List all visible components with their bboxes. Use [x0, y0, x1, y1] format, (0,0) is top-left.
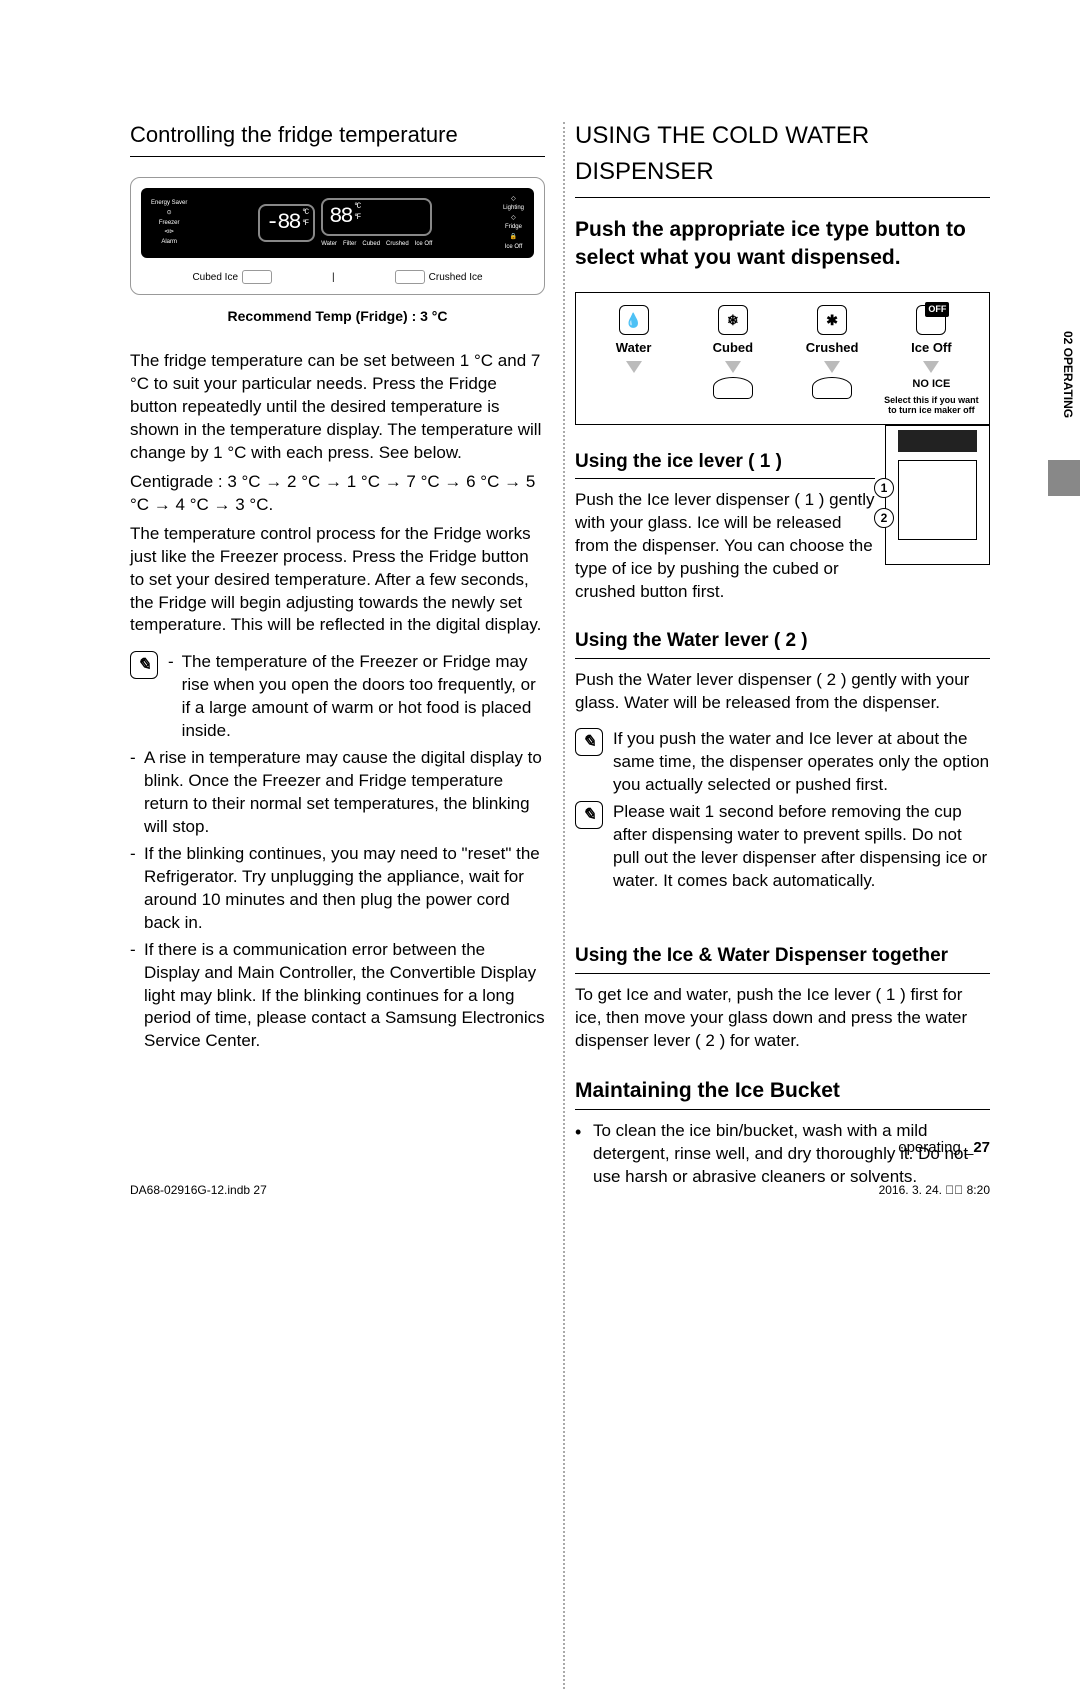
- ice-water-together-text: To get Ice and water, push the Ice lever…: [575, 984, 990, 1053]
- note-icon: ✎: [575, 801, 603, 829]
- left-note1: The temperature of the Freezer or Fridge…: [182, 651, 545, 743]
- panel-fridge-label: Fridge: [505, 224, 522, 231]
- panel-iceoff-label: Ice Off: [505, 244, 523, 251]
- disp-cubed-label: Cubed: [713, 339, 753, 357]
- page-number: operating _27: [898, 1138, 990, 1158]
- ice-cups-icon: [812, 377, 852, 399]
- left-p2: Centigrade : 3 °C → 2 °C → 1 °C → 7 °C →…: [130, 471, 545, 517]
- ice-water-together-title: Using the Ice & Water Dispenser together: [575, 943, 990, 974]
- left-p1: The fridge temperature can be set betwee…: [130, 350, 545, 465]
- dispenser-diagram: 1 2: [885, 425, 990, 565]
- left-bullet-3: If there is a communication error betwee…: [144, 939, 545, 1054]
- panel-seg2: 88: [329, 202, 351, 232]
- maintaining-bucket-title: Maintaining the Ice Bucket: [575, 1077, 990, 1110]
- arrow-down-icon: [725, 361, 741, 373]
- panel-freezer-label: Freezer: [159, 220, 180, 227]
- noice-sub: Select this if you want to turn ice make…: [882, 396, 981, 416]
- right-h1-line1: USING THE COLD WATER: [575, 120, 990, 152]
- arrow-down-icon: [824, 361, 840, 373]
- panel-lighting-label: Lighting: [503, 205, 524, 212]
- footer-left: DA68-02916G-12.indb 27: [130, 1182, 267, 1198]
- arrow-down-icon: [923, 361, 939, 373]
- right-note-a: If you push the water and Ice lever at a…: [613, 728, 990, 797]
- panel-caption: Recommend Temp (Fridge) : 3 °C: [130, 307, 545, 326]
- note-icon: ✎: [575, 728, 603, 756]
- ice-lever-title: Using the ice lever ( 1 ): [575, 449, 875, 480]
- noice-label: NO ICE: [912, 377, 950, 392]
- right-note-b: Please wait 1 second before removing the…: [613, 801, 990, 893]
- water-drop-icon: 💧: [619, 305, 649, 335]
- crushed-ice-icon: ✱: [817, 305, 847, 335]
- arrow-down-icon: [626, 361, 642, 373]
- note-icon: ✎: [130, 651, 158, 679]
- left-bullet-2: If the blinking continues, you may need …: [144, 843, 545, 935]
- cubed-ice-icon: ❄: [718, 305, 748, 335]
- left-section-title: Controlling the fridge temperature: [130, 120, 545, 157]
- disp-crushed-label: Crushed: [806, 339, 859, 357]
- right-lead: Push the appropriate ice type button to …: [575, 216, 990, 273]
- panel-energy-label: Energy Saver: [151, 200, 187, 207]
- right-h1-line2: DISPENSER: [575, 156, 990, 197]
- ice-cups-icon: [713, 377, 753, 399]
- chip-crushed: Crushed Ice: [429, 271, 483, 285]
- water-lever-title: Using the Water lever ( 2 ): [575, 628, 990, 659]
- ice-off-icon: OFF: [916, 305, 946, 335]
- left-bullet-1: A rise in temperature may cause the digi…: [144, 747, 545, 839]
- chip-cubed: Cubed Ice: [192, 271, 238, 285]
- control-panel-illustration: Energy Saver ⊙ Freezer ⊲⊳ Alarm -88°C°F …: [130, 177, 545, 296]
- ice-lever-text: Push the Ice lever dispenser ( 1 ) gentl…: [575, 489, 875, 604]
- left-p3: The temperature control process for the …: [130, 523, 545, 638]
- disp-water-label: Water: [616, 339, 652, 357]
- section-side-tab: 02 OPERATING: [1048, 290, 1080, 530]
- panel-seg1: -88: [266, 208, 300, 238]
- water-lever-text: Push the Water lever dispenser ( 2 ) gen…: [575, 669, 990, 715]
- panel-alarm-label: Alarm: [161, 239, 177, 246]
- disp-iceoff-label: Ice Off: [911, 339, 951, 357]
- footer-right: 2016. 3. 24. 􀀀􀀀 8:20: [879, 1182, 990, 1198]
- dispenser-selector: 💧 Water ❄ Cubed ✱ Crushed OFF: [575, 292, 990, 424]
